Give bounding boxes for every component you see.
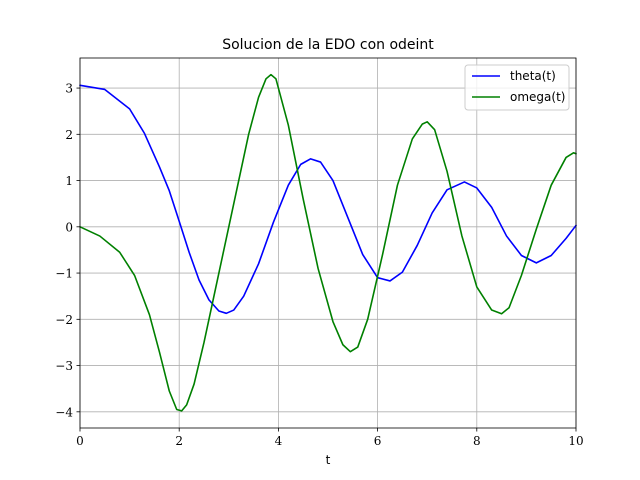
y-tick-label: 0 (65, 220, 73, 234)
x-tick-label: 2 (175, 434, 183, 448)
legend-label: theta(t) (510, 69, 556, 83)
y-axis-ticks: −4 −3 −2 −1 0 1 2 3 (55, 82, 80, 419)
x-tick-label: 10 (568, 434, 583, 448)
y-tick-label: 2 (65, 128, 73, 142)
legend-label: omega(t) (510, 90, 565, 104)
chart-title: Solucion de la EDO con odeint (222, 37, 434, 53)
y-tick-label: −1 (55, 267, 73, 281)
plot-lines (79, 73, 577, 412)
legend: theta(t) omega(t) (464, 64, 570, 111)
x-tick-label: 6 (374, 434, 382, 448)
y-tick-label: −4 (55, 405, 73, 419)
y-tick-label: 3 (65, 82, 73, 96)
series-line-0 (79, 84, 577, 315)
x-axis-ticks: 0 2 4 6 8 10 (76, 428, 584, 448)
y-tick-label: −3 (55, 359, 73, 373)
x-tick-label: 4 (275, 434, 283, 448)
y-tick-label: 1 (65, 174, 73, 188)
series-line-1 (79, 73, 577, 412)
y-tick-label: −2 (55, 313, 73, 327)
x-axis-label: t (326, 453, 331, 467)
plot-frame (79, 57, 577, 429)
x-tick-label: 0 (76, 434, 84, 448)
x-tick-label: 8 (473, 434, 481, 448)
